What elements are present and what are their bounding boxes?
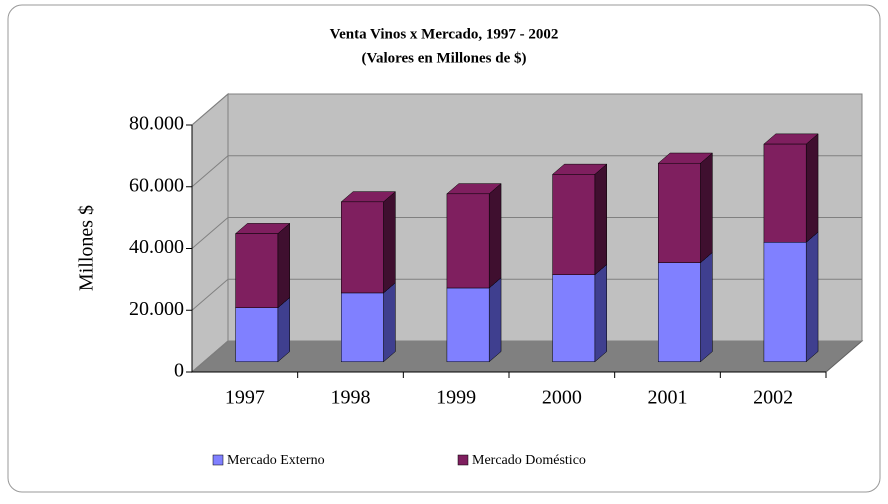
bar: [446, 287, 490, 363]
y-tick-label: 20.000: [129, 298, 184, 320]
bar-side: [383, 191, 396, 294]
bar-side: [700, 152, 713, 264]
grid-line: [191, 217, 862, 249]
bar: [657, 162, 701, 263]
bar-side: [277, 296, 290, 363]
legend-swatch: [212, 454, 224, 466]
bar-side: [700, 251, 713, 363]
chart-title: Venta Vinos x Mercado, 1997 - 2002: [330, 26, 559, 42]
bar: [763, 242, 807, 363]
bar: [552, 174, 596, 275]
bar: [235, 233, 279, 308]
x-tick-label: 1999: [436, 387, 476, 409]
chart-subtitle: (Valores en Millones de $): [362, 50, 527, 66]
y-axis-label: Millones $: [76, 205, 98, 291]
bar-side: [594, 163, 607, 276]
bar: [763, 143, 807, 243]
y-tick-label: 60.000: [129, 174, 184, 196]
bar-side: [488, 183, 502, 289]
grid-line: [191, 340, 862, 373]
bar-side: [488, 277, 502, 363]
bar: [657, 262, 701, 363]
y-tick-label: 0: [174, 360, 184, 382]
x-tick-label: 2002: [753, 387, 793, 409]
bar: [340, 201, 384, 294]
x-tick-label: 1998: [331, 387, 371, 409]
grid-line: [191, 93, 862, 126]
bar-side: [805, 231, 819, 363]
bar-side: [277, 222, 290, 309]
legend-label: Mercado Externo: [227, 453, 325, 468]
grid-line: [191, 155, 862, 188]
x-tick-label: 2001: [648, 387, 688, 409]
y-tick-label: 80.000: [129, 113, 184, 135]
bar-side: [805, 133, 819, 243]
bar: [446, 193, 490, 289]
legend-label: Mercado Doméstico: [472, 453, 586, 468]
bar: [552, 274, 596, 363]
bar-side: [383, 282, 396, 363]
y-tick-label: 40.000: [129, 236, 184, 258]
bar: [235, 307, 279, 363]
legend-swatch: [457, 454, 469, 466]
floor: [190, 340, 864, 373]
grid-line: [191, 278, 862, 311]
x-tick-label: 2000: [542, 387, 582, 409]
bar: [340, 292, 384, 363]
bar-side: [594, 263, 607, 363]
x-tick-label: 1997: [225, 387, 265, 409]
